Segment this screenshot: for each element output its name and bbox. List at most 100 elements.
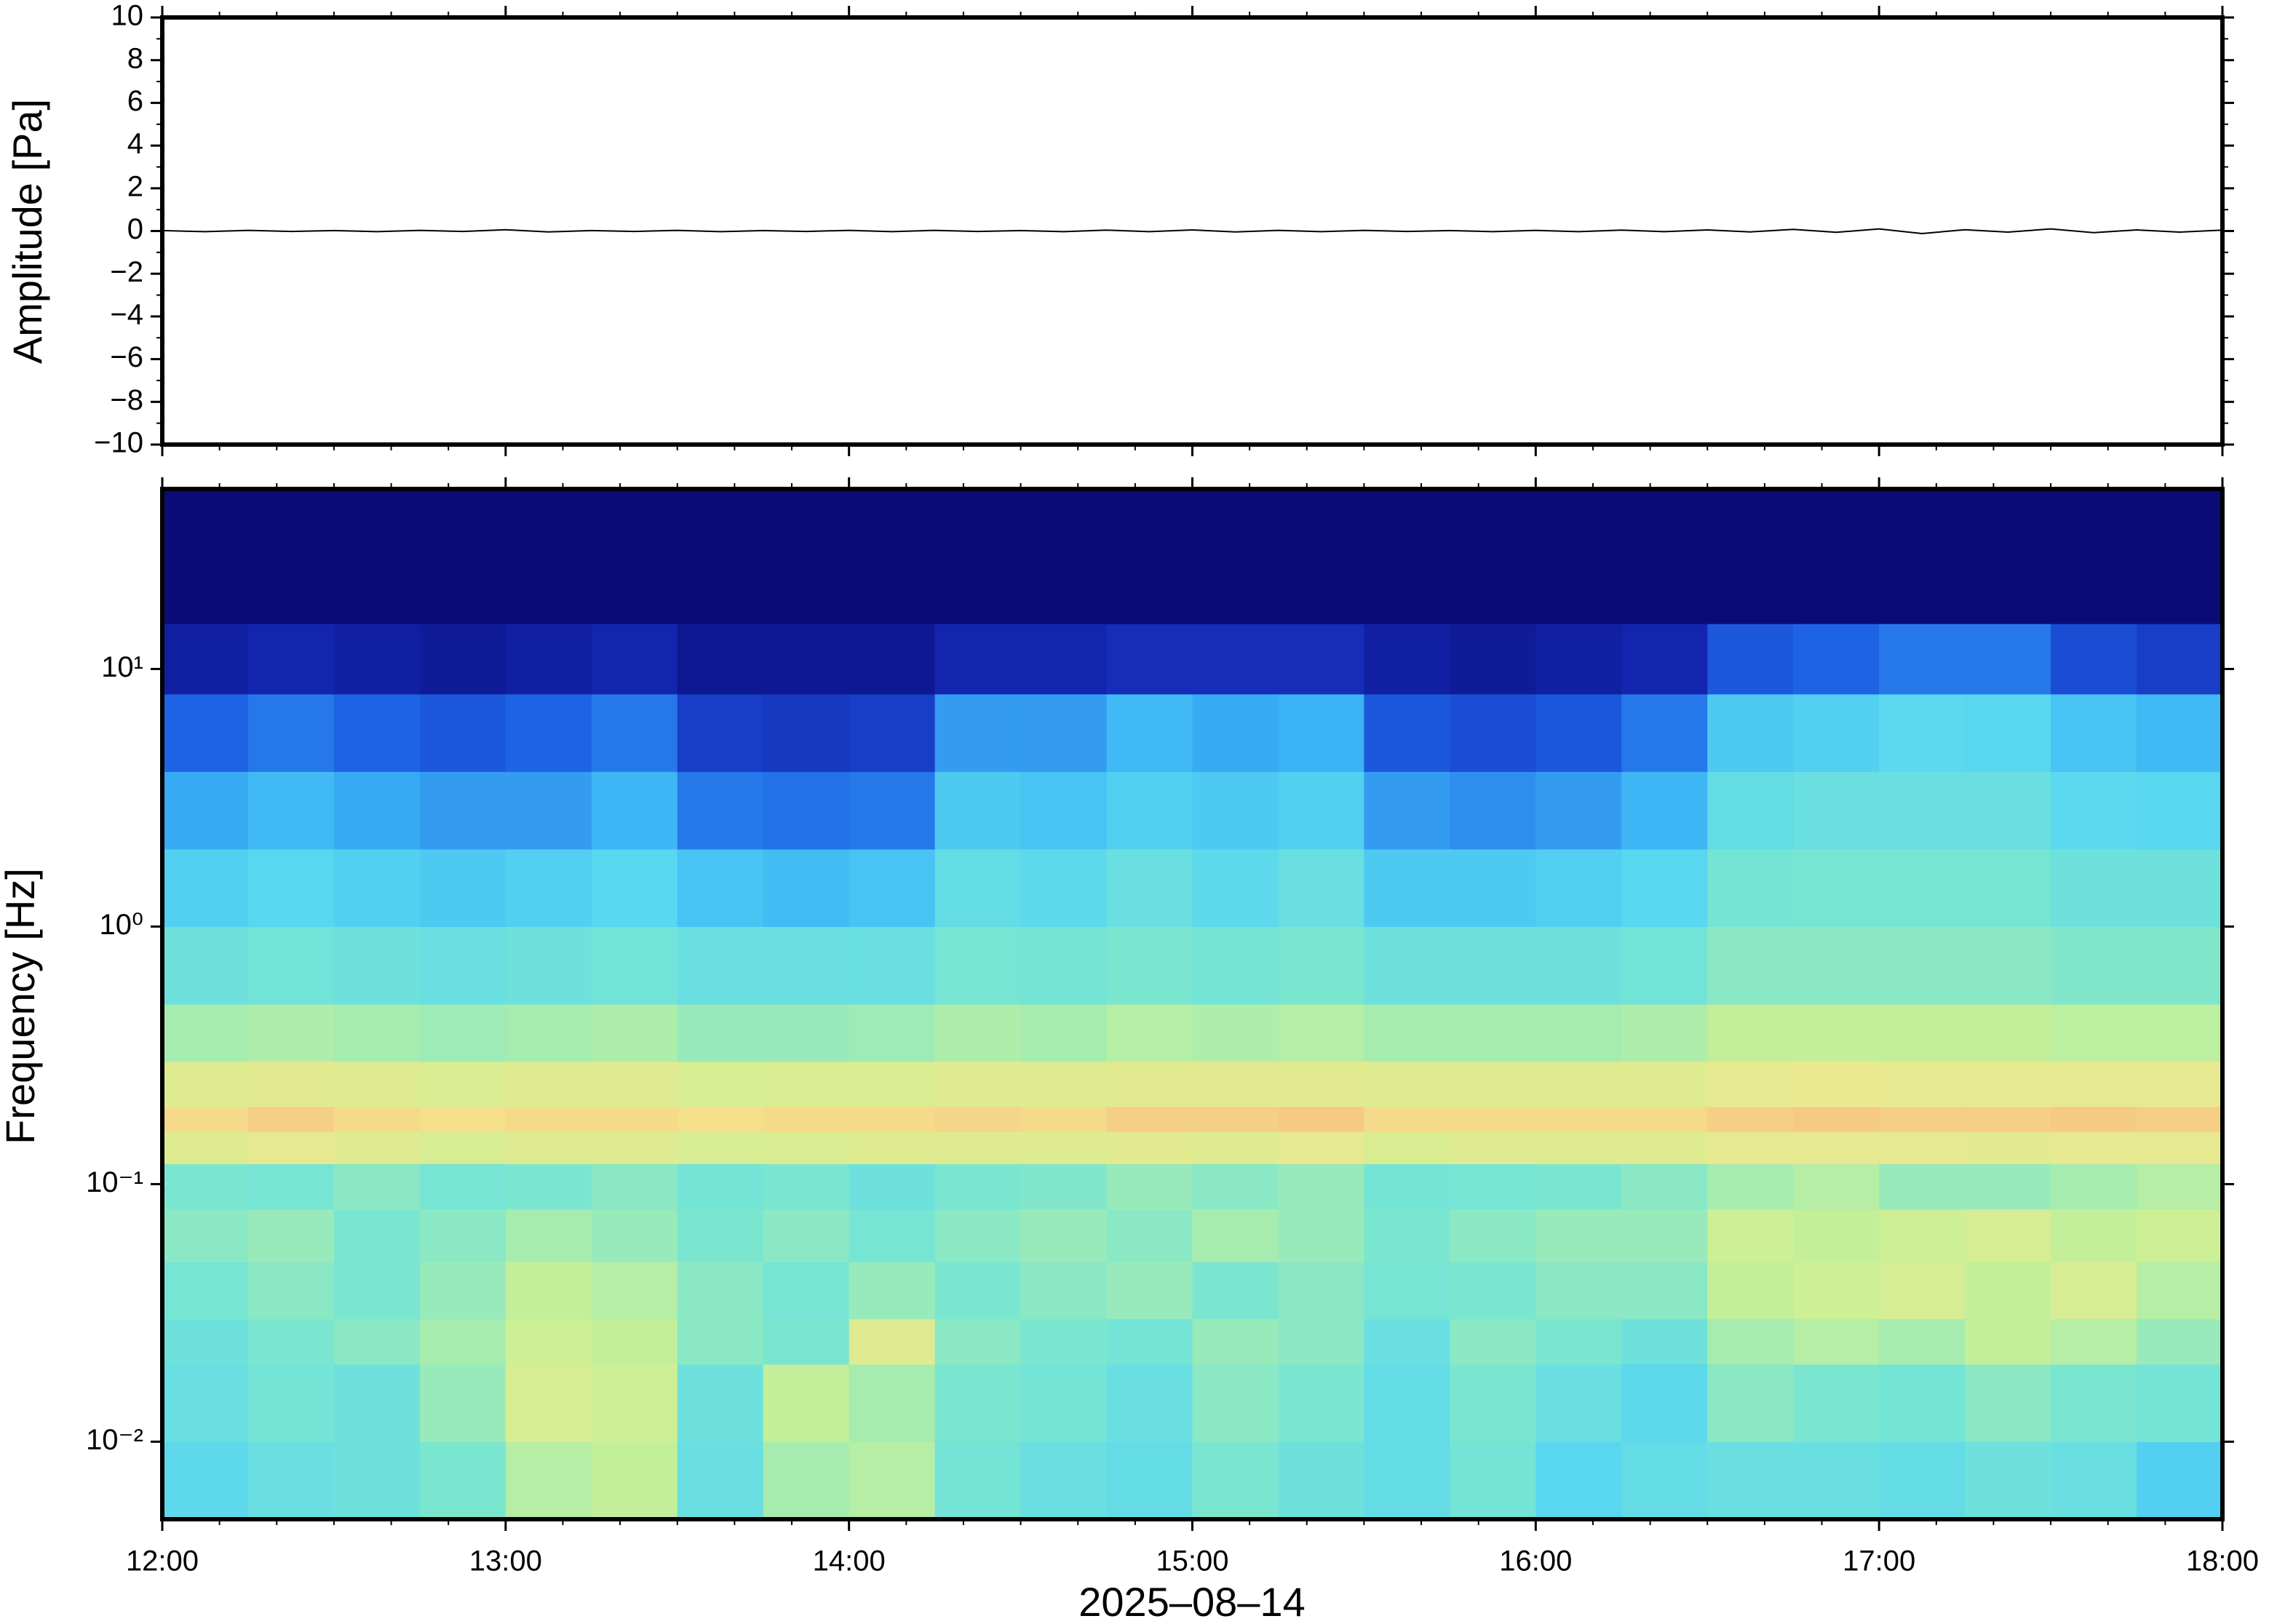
spectrogram-cell — [2137, 1318, 2223, 1365]
spectrogram-cell — [1707, 1163, 1794, 1210]
spectrogram-cell — [1879, 1209, 1966, 1262]
spectrogram-cell — [677, 1131, 764, 1165]
spectrogram-cell — [333, 1209, 421, 1262]
spectrogram-cell — [1621, 1262, 1708, 1320]
spectrogram-cell — [419, 1131, 506, 1165]
spectrogram-cell — [1793, 1364, 1880, 1443]
spectrogram-cell — [1879, 1004, 1966, 1062]
spectrogram-cell — [2051, 1318, 2137, 1365]
spectrogram-cell — [591, 771, 678, 850]
spectrogram-cell — [2137, 1209, 2223, 1262]
spectrogram-cell — [677, 1209, 764, 1262]
spectrogram-cell — [1278, 1106, 1365, 1132]
spectrogram-cell — [1965, 1131, 2051, 1165]
spectrogram-cell — [591, 1163, 678, 1210]
spectrogram-cell — [1450, 1106, 1536, 1132]
spectrogram-cell — [934, 848, 1022, 928]
spectrogram-cell — [1707, 1131, 1794, 1165]
spectrogram-cell — [1450, 693, 1536, 772]
spectrogram-cell — [1450, 1318, 1536, 1365]
spectrogram-cell — [333, 489, 421, 624]
spectrogram-cell — [849, 1441, 936, 1520]
spectrogram-cell — [162, 771, 249, 850]
spectrogram-cell — [1707, 624, 1794, 695]
spectrogram-cell — [1020, 848, 1108, 928]
spectrogram-cell — [1364, 771, 1450, 850]
spectrogram-cell — [1535, 1364, 1622, 1443]
spectrogram-cell — [1793, 1004, 1880, 1062]
spectrogram-cell — [1965, 1163, 2051, 1210]
spectrogram-cell — [934, 1209, 1022, 1262]
spectrogram-cell — [849, 489, 936, 624]
spectrogram-cell — [2051, 693, 2137, 772]
spectrogram-cell — [591, 848, 678, 928]
spectrogram-cell — [934, 1318, 1022, 1365]
spectrogram-cell — [333, 624, 421, 695]
spectrogram-cell — [1020, 771, 1108, 850]
spectrogram-cell — [591, 1318, 678, 1365]
spectrogram-cell — [1793, 771, 1880, 850]
spectrogram-cell — [419, 1004, 506, 1062]
spectrogram-cell — [1621, 1441, 1708, 1520]
spectrogram-cell — [1793, 848, 1880, 928]
spectrogram-cell — [591, 1441, 678, 1520]
x-tick-label: 12:00 — [126, 1545, 199, 1577]
spectrogram-cell — [763, 848, 850, 928]
spectrogram-cell — [1106, 693, 1193, 772]
spectrogram-cell — [2051, 848, 2137, 928]
spectrogram-cell — [333, 926, 421, 1005]
spectrogram-cell — [1278, 1061, 1365, 1107]
spectrogram-cell — [1707, 1106, 1794, 1132]
spectrogram-cell — [849, 1004, 936, 1062]
spectrogram-cell — [1535, 926, 1622, 1005]
spectrogram-cell — [1106, 1004, 1193, 1062]
spectrogram-cell — [419, 1262, 506, 1320]
spectrogram-cell — [1535, 1209, 1622, 1262]
spectrogram-cell — [1364, 1004, 1450, 1062]
y-tick-label: 10⁻² — [86, 1424, 143, 1456]
spectrogram-cell — [1535, 693, 1622, 772]
spectrogram-cell — [419, 1061, 506, 1107]
spectrogram-cell — [1364, 1163, 1450, 1210]
spectrogram-cell — [419, 926, 506, 1005]
spectrogram-cell — [1364, 848, 1450, 928]
spectrogram-cell — [1879, 1131, 1966, 1165]
spectrogram-cell — [1707, 1441, 1794, 1520]
spectrogram-cell — [1793, 1262, 1880, 1320]
spectrogram-cell — [162, 926, 249, 1005]
spectrogram-cell — [162, 1004, 249, 1062]
y-tick-label: −2 — [110, 256, 143, 288]
spectrogram-cell — [1020, 1209, 1108, 1262]
spectrogram-cell — [247, 489, 335, 624]
spectrogram-cell — [1450, 1004, 1536, 1062]
spectrogram-cell — [162, 1106, 249, 1132]
spectrogram-cell — [1278, 489, 1365, 624]
spectrogram-cell — [2137, 1441, 2223, 1520]
spectrogram-cell — [505, 1441, 592, 1520]
spectrogram-cell — [1020, 1163, 1108, 1210]
spectrogram-cell — [419, 489, 506, 624]
spectrogram-cell — [763, 1004, 850, 1062]
spectrogram-cell — [505, 1163, 592, 1210]
spectrogram-cell — [333, 848, 421, 928]
spectrogram-cell — [1106, 1131, 1193, 1165]
spectrogram-cell — [677, 1106, 764, 1132]
spectrogram-cell — [677, 624, 764, 695]
spectrogram-cell — [1192, 1106, 1279, 1132]
spectrogram-cell — [1278, 926, 1365, 1005]
spectrogram-cell — [2051, 771, 2137, 850]
spectrogram-cell — [419, 1209, 506, 1262]
spectrogram-cell — [1621, 1061, 1708, 1107]
spectrogram-cell — [162, 1441, 249, 1520]
y-tick-label: 10¹ — [101, 651, 143, 683]
spectrogram-cell — [1535, 1318, 1622, 1365]
spectrogram-cell — [1364, 1061, 1450, 1107]
spectrogram-cell — [1965, 1364, 2051, 1443]
spectrogram-cell — [1793, 1441, 1880, 1520]
spectrogram-cell — [2137, 848, 2223, 928]
spectrogram-cell — [1450, 1131, 1536, 1165]
spectrogram-cell — [1707, 1061, 1794, 1107]
spectrogram-cell — [934, 1131, 1022, 1165]
spectrogram-cell — [1192, 489, 1279, 624]
spectrogram-cell — [1020, 624, 1108, 695]
